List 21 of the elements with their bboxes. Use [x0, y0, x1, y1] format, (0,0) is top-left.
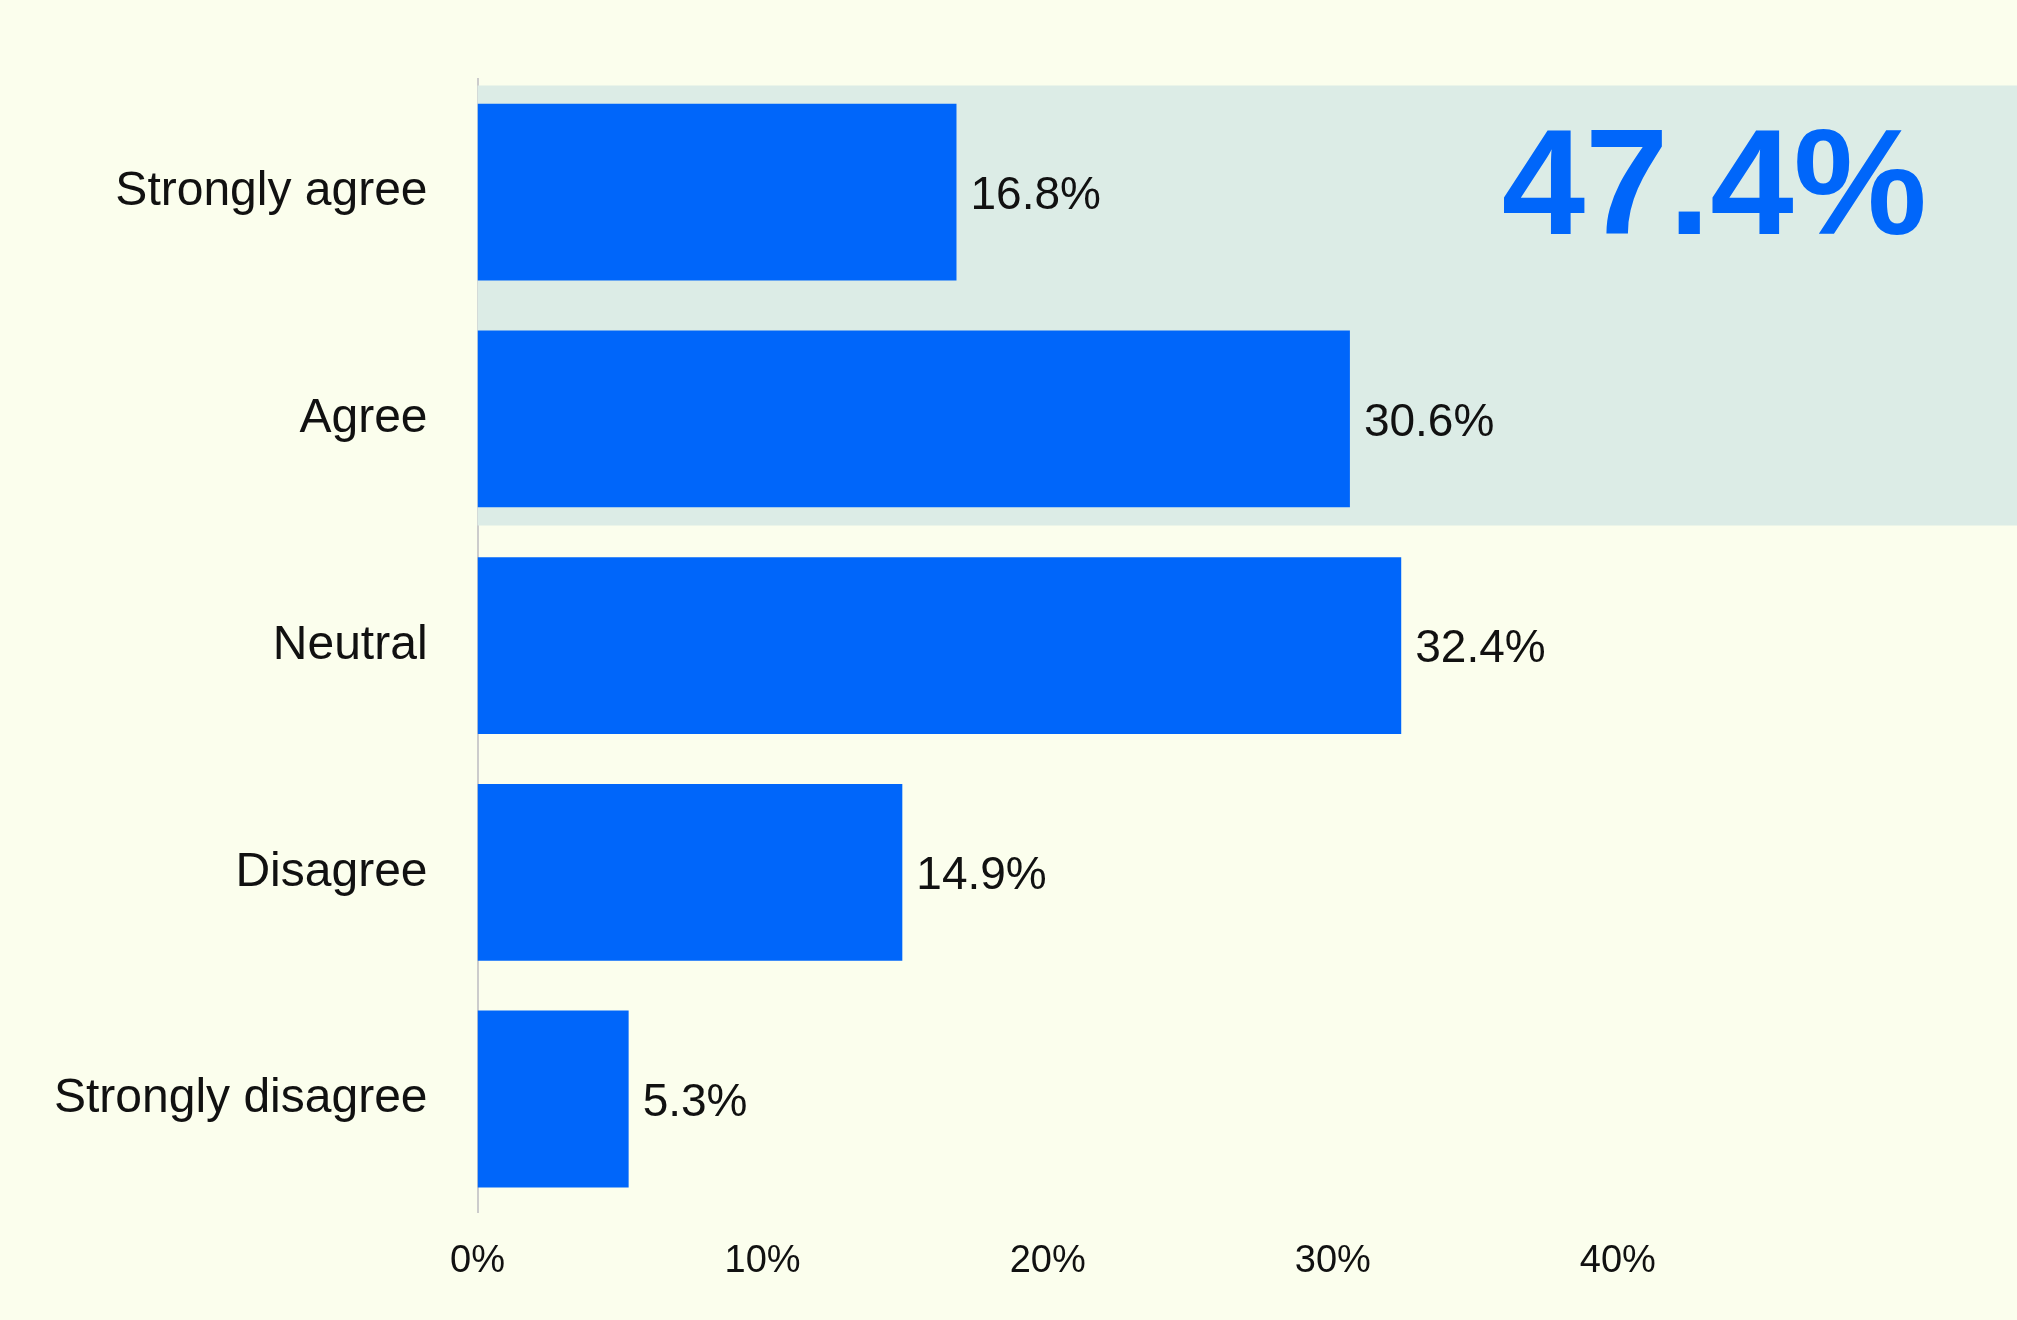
- x-tick-label: 10%: [724, 1237, 801, 1280]
- bar: [477, 330, 1350, 508]
- data-label: 30.6%: [1363, 393, 1495, 446]
- bar: [477, 1010, 629, 1188]
- x-tick-label: 20%: [1009, 1237, 1086, 1280]
- bar: [477, 557, 1402, 735]
- y-tick-label: Strongly agree: [115, 162, 428, 216]
- data-label: 16.8%: [970, 166, 1101, 219]
- y-tick-label: Agree: [299, 389, 428, 443]
- y-tick-label: Neutral: [272, 615, 428, 669]
- x-tick-label: 40%: [1579, 1237, 1656, 1280]
- x-tick-label: 0%: [450, 1237, 506, 1280]
- bar: [477, 783, 903, 961]
- y-tick-label: Strongly disagree: [54, 1069, 428, 1123]
- data-label: 5.3%: [642, 1073, 748, 1126]
- data-label: 32.4%: [1415, 620, 1546, 673]
- x-tick-label: 30%: [1294, 1237, 1371, 1280]
- bar: [477, 103, 957, 281]
- band-label: 47.4%: [1501, 97, 1927, 266]
- data-label: 14.9%: [916, 847, 1047, 900]
- y-tick-label: Disagree: [235, 842, 428, 896]
